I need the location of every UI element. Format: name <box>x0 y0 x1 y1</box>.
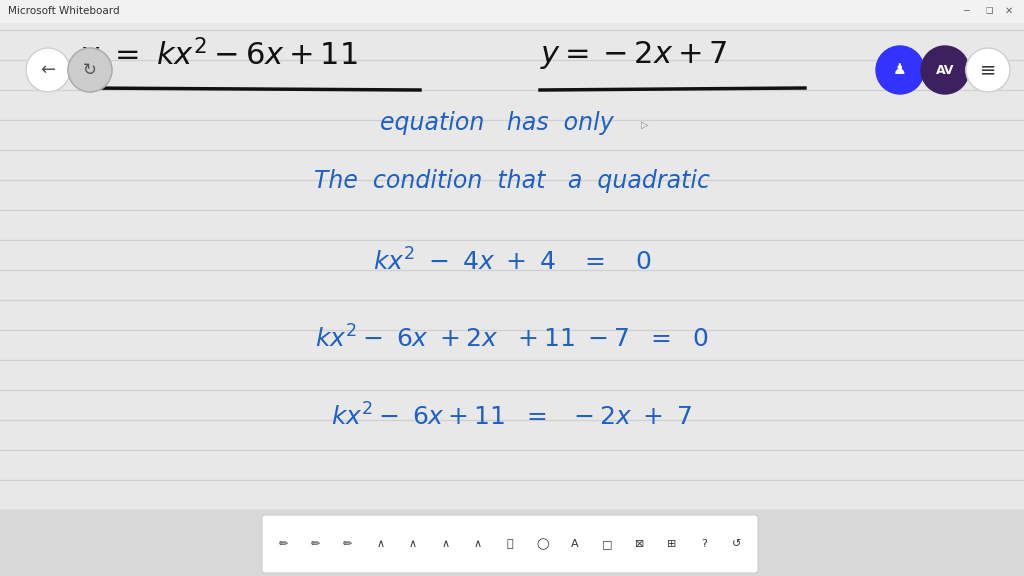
Text: The  condition  that   a  quadratic: The condition that a quadratic <box>314 169 710 193</box>
Bar <box>0 0 1024 22</box>
Text: ✏: ✏ <box>343 539 352 549</box>
Text: A: A <box>571 539 579 549</box>
Text: ←: ← <box>40 61 55 79</box>
Text: ✏: ✏ <box>279 539 288 549</box>
Circle shape <box>966 48 1010 92</box>
Text: ∧: ∧ <box>441 539 450 549</box>
Text: ⬜: ⬜ <box>507 539 513 549</box>
Text: ▷: ▷ <box>641 120 649 130</box>
Text: ∧: ∧ <box>376 539 384 549</box>
Text: AV: AV <box>936 63 954 77</box>
Text: ∧: ∧ <box>473 539 481 549</box>
Text: ⊠: ⊠ <box>635 539 644 549</box>
Text: Microsoft Whiteboard: Microsoft Whiteboard <box>8 6 120 16</box>
Text: ≡: ≡ <box>980 60 996 79</box>
Text: □: □ <box>602 539 612 549</box>
Text: $kx^{2}-\ 6x\ +2x\ \ +11\ -7\ \ =\ \ 0$: $kx^{2}-\ 6x\ +2x\ \ +11\ -7\ \ =\ \ 0$ <box>315 325 709 353</box>
Circle shape <box>876 46 924 94</box>
Text: equation   has  only: equation has only <box>380 111 613 135</box>
Text: ∧: ∧ <box>409 539 417 549</box>
Text: ♟: ♟ <box>893 63 907 78</box>
Text: ─: ─ <box>963 6 969 16</box>
Text: ✕: ✕ <box>1005 6 1013 16</box>
Text: ?: ? <box>701 539 708 549</box>
Text: ✏: ✏ <box>310 539 321 549</box>
Text: $y\ =\ kx^{2}-6x+11$: $y\ =\ kx^{2}-6x+11$ <box>80 36 357 74</box>
Text: ❑: ❑ <box>985 6 992 16</box>
Text: ◯: ◯ <box>537 538 549 550</box>
Circle shape <box>26 48 70 92</box>
Bar <box>0 510 1024 576</box>
Circle shape <box>921 46 969 94</box>
FancyBboxPatch shape <box>262 515 758 573</box>
Text: $y = -2x+7$: $y = -2x+7$ <box>540 39 727 71</box>
Text: ⊞: ⊞ <box>668 539 677 549</box>
Text: $kx^{2}-\ 6x+11\ \ =\ \ -2x\ +\ 7$: $kx^{2}-\ 6x+11\ \ =\ \ -2x\ +\ 7$ <box>331 403 693 431</box>
Text: ↻: ↻ <box>83 61 97 79</box>
Text: $kx^{2}\ -\ 4x\ +\ 4\quad =\quad 0$: $kx^{2}\ -\ 4x\ +\ 4\quad =\quad 0$ <box>373 248 651 275</box>
Text: ↺: ↺ <box>732 539 741 549</box>
Circle shape <box>68 48 112 92</box>
